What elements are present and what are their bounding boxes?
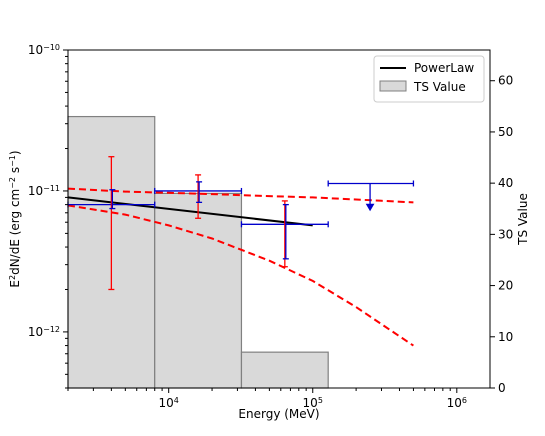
y2-axis: 0 10 20 30 40 50 60: [490, 74, 513, 395]
y-tick-label-2: 10−10: [28, 43, 60, 58]
y2-tick-label-4: 40: [498, 176, 513, 190]
x-axis: 104 105 106: [67, 388, 467, 411]
legend-swatch-ts: [379, 80, 407, 92]
ts-bars-layer: [67, 115, 329, 389]
ts-bar-2: [240, 351, 329, 389]
powerlaw-line: [67, 196, 313, 227]
x-tick-label-1: 105: [303, 396, 323, 411]
flux-point-3-ul-arrow: [365, 203, 375, 212]
band-upper-line: [67, 187, 414, 204]
y-tick-label-1: 10−11: [28, 183, 60, 198]
y2-tick-label-3: 30: [498, 227, 513, 241]
flux-points-layer: [67, 156, 415, 291]
y2-tick-label-0: 0: [498, 381, 506, 395]
flux-point-3: [327, 180, 415, 212]
flux-point-2: [240, 200, 329, 268]
legend-label-powerlaw: PowerLaw: [414, 61, 474, 75]
model-line-layer: [67, 196, 313, 227]
x-tick-label-2: 106: [447, 396, 467, 411]
y2-axis-title: TS Value: [516, 193, 530, 246]
legend-label-ts: TS Value: [413, 80, 466, 94]
plot-frame: [67, 49, 491, 389]
band-lower-line: [67, 204, 414, 347]
ts-bar-1: [154, 192, 243, 389]
y2-tick-label-5: 50: [498, 125, 513, 139]
flux-point-1: [154, 174, 243, 219]
flux-point-0: [67, 156, 156, 291]
x-tick-label-0: 104: [159, 396, 179, 411]
y2-tick-label-6: 60: [498, 74, 513, 88]
x-axis-title: Energy (MeV): [238, 407, 319, 421]
y2-tick-label-2: 20: [498, 279, 513, 293]
model-band-layer: [67, 187, 414, 347]
y-tick-label-0: 10−12: [28, 324, 60, 339]
y-axis: 10−12 10−11 10−10: [28, 43, 68, 389]
y2-tick-label-1: 10: [498, 330, 513, 344]
y-axis-title: E2dN/dE (erg cm−2 s−1): [8, 150, 23, 287]
legend: PowerLaw TS Value: [373, 55, 485, 103]
